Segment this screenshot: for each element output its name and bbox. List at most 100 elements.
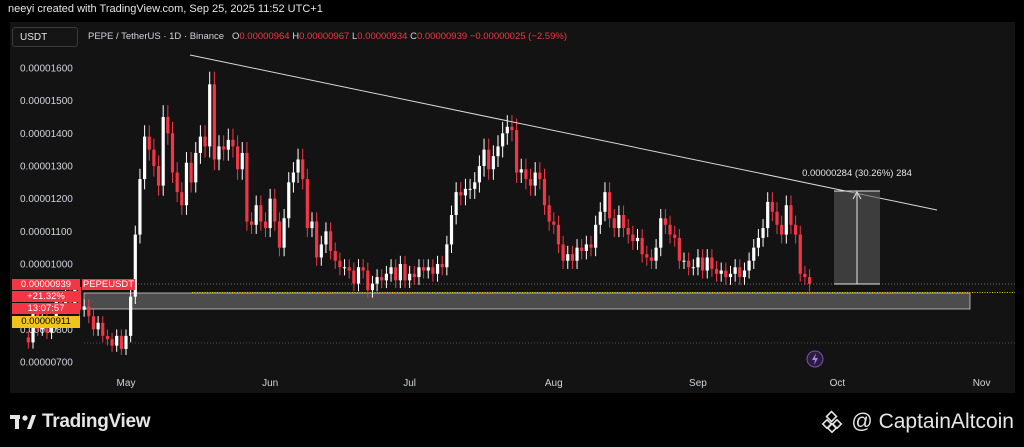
candle-body	[342, 267, 347, 269]
candle-body	[91, 316, 96, 330]
candle-body	[347, 267, 351, 271]
current-price-tag: 0.00000939	[12, 279, 80, 290]
candle-body	[222, 146, 226, 150]
candle-body	[733, 267, 737, 274]
candle-body	[538, 172, 542, 180]
candle-body	[566, 254, 570, 261]
candle-body	[417, 267, 421, 278]
candle-body	[756, 237, 760, 248]
candle-body	[589, 244, 593, 248]
candle-body	[617, 215, 621, 229]
candle-body	[510, 126, 514, 131]
lightning-bolt-icon	[812, 353, 818, 365]
candle-body	[542, 179, 547, 206]
candle-body	[329, 231, 333, 251]
support-price-value: 0.00000911	[21, 316, 71, 327]
candle-body	[384, 273, 388, 281]
candle-body	[301, 159, 305, 180]
candle-body	[487, 149, 491, 170]
candle-body	[403, 264, 407, 281]
candle-body	[119, 335, 123, 349]
candle-body	[649, 257, 654, 261]
candle-body	[431, 267, 435, 274]
current-price-value: 0.00000939	[20, 279, 72, 290]
candle-body	[184, 162, 189, 206]
candle-body	[236, 146, 240, 170]
candle-body	[552, 221, 556, 225]
candle-body	[440, 264, 444, 268]
candle-body	[482, 149, 486, 166]
candle-body	[789, 205, 793, 225]
candle-body	[152, 149, 156, 166]
support-price-tag: 0.00000911	[12, 316, 80, 328]
y-tick-label: 0.00000700	[20, 358, 73, 369]
candle-body	[570, 254, 574, 261]
candle-body	[668, 224, 672, 235]
candle-body	[612, 218, 616, 229]
binance-diamond-icon	[822, 410, 843, 434]
candle-body	[687, 260, 691, 268]
candle-body	[254, 205, 258, 225]
high-value: 0.00000967	[299, 31, 350, 42]
candle-body	[807, 277, 812, 284]
attribution-text: neeyi created with TradingView.com, Sep …	[8, 3, 323, 15]
x-tick-label: May	[117, 378, 136, 389]
candle-body	[170, 133, 175, 173]
high-label: H	[292, 31, 300, 42]
candle-body	[677, 237, 681, 261]
candle-body	[449, 215, 454, 245]
candle-body	[352, 270, 356, 284]
candle-body	[175, 172, 179, 193]
candle-body	[361, 267, 365, 271]
candle-body	[115, 335, 119, 346]
tradingview-logo[interactable]: TradingView	[10, 411, 151, 433]
y-tick-label: 0.00001100	[20, 227, 73, 238]
candle-body	[645, 254, 649, 258]
candle-body	[435, 264, 440, 274]
candle-body	[621, 215, 626, 229]
currency-button[interactable]: USDT	[12, 27, 78, 47]
candle-body	[528, 179, 533, 186]
support-zone	[83, 292, 971, 310]
candle-body	[496, 146, 500, 157]
candle-body	[761, 228, 765, 238]
candle-body	[728, 273, 733, 278]
candle-body	[245, 152, 249, 222]
measure-label: 0.00000284 (30.26%) 284	[802, 168, 912, 179]
candle-body	[454, 192, 458, 215]
low-value: 0.00000934	[357, 31, 408, 42]
low-label: L	[351, 31, 358, 42]
close-value: 0.00000939	[416, 31, 468, 42]
candle-body	[380, 277, 384, 281]
candle-body	[603, 192, 607, 212]
x-tick-label: Oct	[830, 378, 846, 389]
candle-body	[673, 234, 677, 238]
candle-body	[584, 244, 588, 251]
candle-body	[598, 211, 602, 225]
candle-body	[752, 247, 756, 261]
candle-body	[26, 337, 30, 343]
candle-body	[217, 146, 221, 160]
candle-body	[742, 270, 747, 278]
candle-body	[156, 166, 161, 186]
candle-body	[705, 257, 709, 271]
candle-body	[389, 267, 393, 274]
y-tick-label: 0.00001600	[20, 64, 73, 75]
candle-body	[547, 205, 551, 222]
candle-body	[412, 273, 416, 278]
candle-body	[408, 273, 412, 281]
candle-body	[770, 201, 774, 212]
x-tick-label: Sep	[689, 378, 707, 389]
candle-body	[505, 126, 509, 134]
candle-body	[315, 221, 319, 258]
candle-body	[105, 335, 109, 340]
candle-body	[477, 166, 481, 183]
change-pct-tag: +21.32%	[12, 291, 80, 302]
candle-body	[208, 84, 212, 147]
candle-body	[459, 192, 463, 196]
candle-body	[747, 260, 751, 271]
price-chart[interactable]: 0.00001600 0.00001500 0.00001400 0.00001300…	[0, 0, 1024, 400]
candle-body	[212, 84, 216, 160]
candle-body	[556, 224, 561, 245]
candle-body	[138, 179, 142, 235]
